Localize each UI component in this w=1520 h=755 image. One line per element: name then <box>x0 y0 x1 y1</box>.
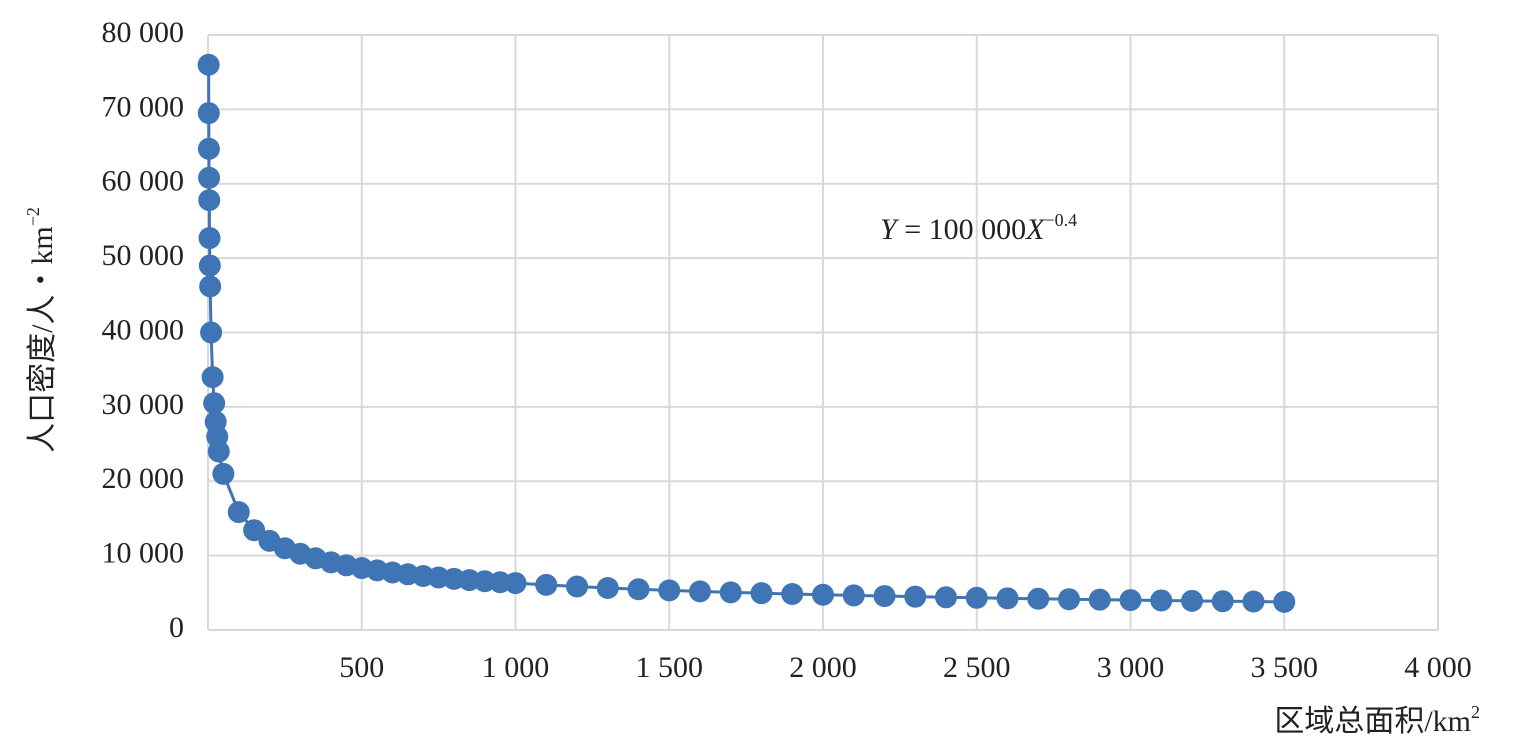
data-point <box>1027 587 1050 610</box>
y-axis-title: 人口密度/人・km−2 <box>23 207 59 453</box>
data-point <box>198 166 221 189</box>
data-point <box>904 585 927 608</box>
data-point <box>965 586 988 609</box>
data-point <box>197 137 220 160</box>
data-point <box>203 392 226 415</box>
equation-exponent: −0.4 <box>1044 210 1077 230</box>
data-point <box>198 227 221 250</box>
x-tick-label: 1 500 <box>636 651 704 684</box>
y-tick-label: 50 000 <box>102 239 185 272</box>
data-point <box>1242 590 1265 613</box>
equation-y: Y <box>880 213 900 246</box>
data-point <box>1211 590 1234 613</box>
data-point <box>996 587 1019 610</box>
data-point <box>719 581 742 604</box>
data-point <box>1181 589 1203 612</box>
x-axis-title: 区域总面积/km2 <box>1274 702 1480 738</box>
data-point <box>201 366 224 389</box>
data-point <box>689 580 711 603</box>
data-point <box>1150 589 1173 612</box>
x-tick-label: 1 000 <box>482 651 550 684</box>
y-tick-label: 40 000 <box>102 313 185 346</box>
y-tick-label: 30 000 <box>102 388 185 421</box>
x-axis-title-text: 区域总面积/km <box>1274 705 1471 738</box>
data-point <box>197 53 220 76</box>
data-point <box>812 583 834 606</box>
y-tick-label: 0 <box>169 611 184 644</box>
data-point <box>873 585 896 608</box>
x-tick-label: 3 500 <box>1251 651 1319 684</box>
y-axis-title-sup: −2 <box>23 207 43 226</box>
y-tick-label: 80 000 <box>102 16 185 49</box>
x-tick-label: 2 500 <box>943 651 1011 684</box>
data-point <box>566 575 588 598</box>
data-point <box>199 275 222 298</box>
x-tick-label: 4 000 <box>1404 651 1472 684</box>
data-point <box>750 582 773 605</box>
y-axis-title-text: 人口密度/人・km <box>26 226 59 453</box>
data-point <box>212 462 235 485</box>
data-point <box>627 578 650 601</box>
equation-x: X <box>1025 213 1046 246</box>
data-point <box>1273 590 1296 613</box>
data-point <box>198 189 221 212</box>
y-tick-label: 70 000 <box>102 90 185 123</box>
data-point <box>197 102 220 125</box>
y-tick-label: 20 000 <box>102 462 185 495</box>
data-point <box>596 576 619 599</box>
data-point <box>535 573 558 596</box>
equation-coef: = 100 000 <box>897 213 1026 246</box>
data-point <box>243 519 266 542</box>
data-point <box>781 583 804 606</box>
data-point <box>1058 588 1080 611</box>
data-point <box>198 254 221 277</box>
data-point <box>200 321 223 344</box>
y-tick-label: 60 000 <box>102 165 185 198</box>
data-point <box>658 579 681 602</box>
data-point <box>935 586 957 609</box>
x-tick-label: 500 <box>339 651 384 684</box>
x-tick-label: 3 000 <box>1097 651 1165 684</box>
x-tick-label: 2 000 <box>789 651 857 684</box>
data-point <box>1119 589 1142 612</box>
data-point <box>207 440 230 463</box>
data-point <box>504 572 527 595</box>
equation: Y = 100 000X−0.4 <box>880 210 1077 246</box>
data-point <box>227 501 250 524</box>
y-tick-label: 10 000 <box>102 537 185 570</box>
data-point <box>1088 588 1111 611</box>
x-axis-title-sup: 2 <box>1471 702 1480 722</box>
data-point <box>842 584 865 607</box>
